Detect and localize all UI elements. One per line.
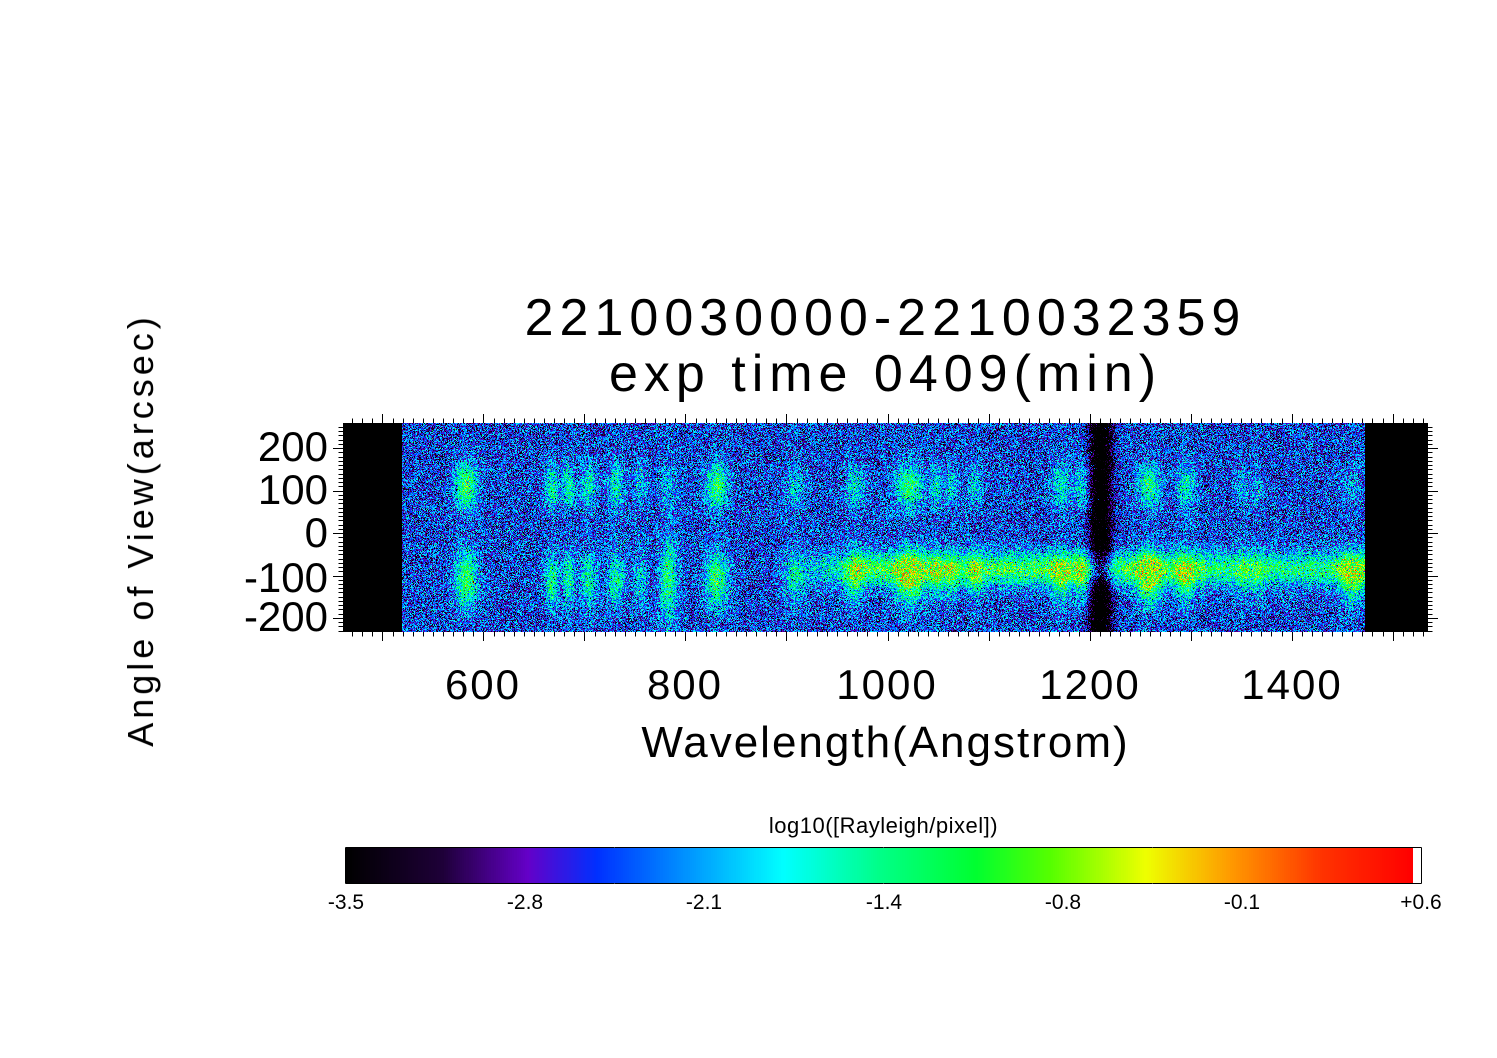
colorbar-label-5: -0.1 [1223, 891, 1261, 914]
x-tick-label-600: 600 [444, 661, 522, 708]
colorbar-gradient [346, 848, 1421, 883]
x-tick-label-1200: 1200 [1039, 661, 1141, 708]
spectral-image [343, 423, 1428, 632]
colorbar-label-2: -2.1 [685, 891, 723, 914]
plot-title: 2210030000-2210032359 [524, 289, 1247, 347]
colorbar-label-6: +0.6 [1400, 891, 1442, 914]
y-axis-title: Angle of View(arcsec) [120, 313, 161, 747]
y-tick-label-200: 200 [257, 423, 328, 470]
y-tick-label-neg100: -100 [243, 554, 328, 601]
x-tick-label-800: 800 [646, 661, 724, 708]
x-tick-label-1400: 1400 [1241, 661, 1343, 708]
y-tick-label-neg200: -200 [243, 593, 328, 640]
colorbar-title: log10([Rayleigh/pixel]) [768, 813, 999, 838]
colorbar-label-3: -1.4 [865, 891, 903, 914]
colorbar-label-0: -3.5 [327, 891, 365, 914]
x-tick-label-1000: 1000 [836, 661, 938, 708]
y-tick-label-100: 100 [257, 466, 328, 513]
x-axis-title: Wavelength(Angstrom) [641, 718, 1130, 767]
colorbar-label-1: -2.8 [506, 891, 544, 914]
plot-subtitle: exp time 0409(min) [608, 345, 1163, 403]
y-tick-label-0: 0 [304, 509, 328, 556]
colorbar-label-4: -0.8 [1044, 891, 1082, 914]
